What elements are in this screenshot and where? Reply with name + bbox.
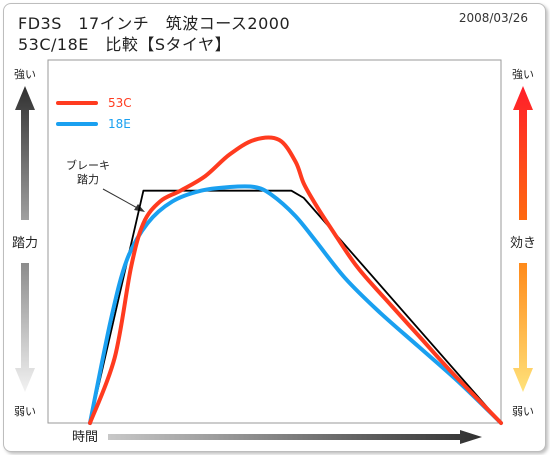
left-axis-top-label: 強い [14, 68, 36, 81]
chart-title-line1: FD3S 17インチ 筑波コース2000 [18, 14, 291, 33]
brake-annotation-line1: ブレーキ [66, 158, 110, 172]
brake-annotation-pointer [102, 188, 142, 211]
left-arrow-down-icon [15, 263, 35, 392]
brake-annotation-line2: 踏力 [77, 172, 99, 186]
left-arrow-up-icon [15, 86, 35, 220]
right-axis-bottom-label: 弱い [512, 405, 534, 418]
legend-label-53C: 53C [108, 96, 132, 110]
left-axis-bottom-label: 弱い [14, 405, 36, 418]
left-axis-middle-label: 踏力 [12, 236, 38, 251]
series-layer [88, 135, 503, 425]
right-axis-top-label: 強い [512, 68, 534, 81]
plot-area [47, 59, 502, 424]
x-axis-label: 時間 [72, 430, 98, 445]
time-arrow-icon [108, 430, 482, 444]
chart-date: 2008/03/26 [458, 11, 528, 25]
series-53C-line [88, 135, 503, 425]
right-arrow-up-icon [513, 86, 533, 220]
chart-title-line2: 53C/18E 比較【Sタイヤ】 [18, 35, 232, 54]
legend-label-18E: 18E [108, 117, 131, 131]
series-18E-line [88, 184, 503, 425]
right-arrow-down-icon [513, 263, 533, 392]
right-axis-middle-label: 効き [510, 236, 536, 251]
